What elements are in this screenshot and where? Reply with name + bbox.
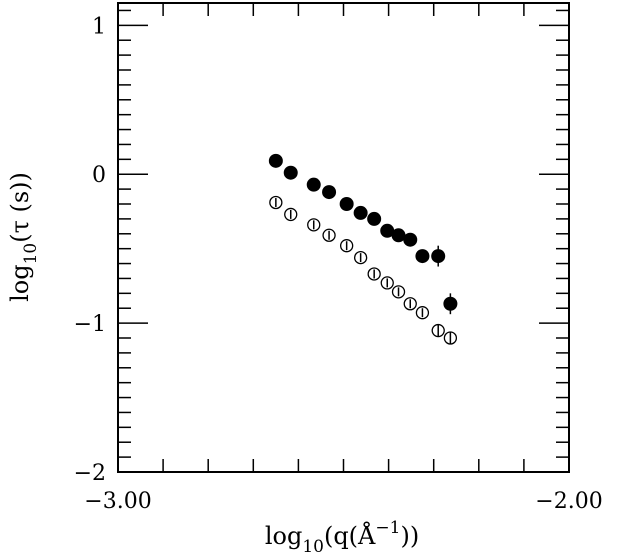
filled-data-point — [353, 205, 368, 220]
y-tick-label: 1 — [92, 14, 106, 39]
filled-data-point — [306, 177, 321, 192]
filled-data-point — [283, 165, 298, 180]
y-axis-label-body: (τ (s)) — [6, 172, 34, 243]
x-axis-label: log10(q(Å−1)) — [265, 518, 419, 557]
x-axis-label-close: )) — [400, 522, 419, 550]
filled-data-point — [403, 232, 418, 247]
filled-data-point — [339, 197, 354, 211]
x-axis-label-unit: Å — [357, 521, 376, 550]
open-data-point — [403, 297, 417, 311]
open-data-point — [284, 207, 298, 222]
x-axis-label-open: (q( — [324, 522, 358, 550]
filled-data-point — [367, 211, 382, 226]
filled-data-point — [443, 296, 458, 311]
y-tick-label: 0 — [92, 163, 106, 188]
open-data-point — [367, 267, 381, 281]
open-data-point — [380, 276, 394, 290]
open-data-point — [269, 195, 283, 210]
plot-frame — [117, 2, 570, 473]
x-tick-label: −2.00 — [535, 489, 602, 514]
filled-data-point — [415, 249, 430, 264]
open-data-point — [391, 285, 406, 299]
axis-ticks — [117, 3, 570, 473]
open-data-point — [307, 218, 321, 232]
open-data-point — [322, 228, 336, 242]
x-axis-label-prefix: log — [265, 522, 303, 550]
data-points — [268, 153, 458, 345]
open-data-point — [353, 250, 368, 265]
open-data-point — [431, 323, 445, 338]
filled-data-point — [431, 249, 446, 264]
x-axis-label-superscript: −1 — [375, 518, 400, 538]
y-axis-label-subscript: 10 — [21, 243, 41, 265]
tick-labels: 1 0 −1 −2 −3.00 −2.00 — [74, 14, 603, 514]
filled-data-point — [322, 185, 337, 200]
x-axis-label-subscript: 10 — [302, 537, 324, 557]
filled-data-point — [380, 223, 395, 238]
y-axis-label-prefix: log — [6, 264, 34, 302]
y-tick-label: −2 — [74, 461, 106, 486]
filled-data-point — [268, 153, 283, 168]
y-axis-label: log10(τ (s)) — [6, 172, 41, 302]
open-data-point — [443, 331, 458, 345]
y-tick-label: −1 — [74, 312, 106, 337]
open-data-point — [340, 239, 354, 253]
x-tick-label: −3.00 — [84, 489, 151, 514]
open-data-point — [415, 306, 430, 320]
filled-data-point — [391, 228, 406, 243]
